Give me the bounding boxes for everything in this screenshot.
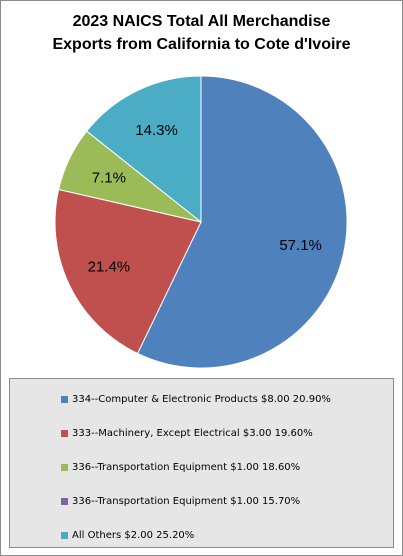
legend-item-4: All Others $2.00 25.20% [61,528,194,542]
legend-item-0: 334--Computer & Electronic Products $8.0… [61,392,331,406]
chart-title-line-1: 2023 NAICS Total All Merchandise [72,13,331,30]
legend-label-0: 334--Computer & Electronic Products $8.0… [72,393,331,405]
pie-slice-3 [85,75,202,224]
pie-chart: 57.1% 21.4% 7.1% 14.3% [54,75,348,369]
legend-swatch-2 [61,463,68,471]
pie-slice-label-1: 21.4% [88,258,131,275]
legend-label-2: 336--Transportation Equipment $1.00 18.6… [72,461,301,473]
pie-slice-label-3: 14.3% [135,122,178,139]
chart-title: 2023 NAICS Total All Merchandise Exports… [1,10,402,56]
pie-slice-1 [54,188,202,355]
legend-item-2: 336--Transportation Equipment $1.00 18.6… [61,460,300,474]
legend-swatch-3 [61,497,68,505]
pie-slice-label-2: 7.1% [92,170,126,187]
pie-slice-label-0: 57.1% [279,237,322,254]
chart-legend: 334--Computer & Electronic Products $8.0… [9,378,394,548]
legend-label-3: 336--Transportation Equipment $1.00 15.7… [72,495,301,507]
pie-slice-0 [136,75,348,369]
legend-label-4: All Others $2.00 25.20% [72,529,195,541]
legend-swatch-4 [61,531,68,539]
legend-swatch-1 [61,429,68,437]
legend-item-3: 336--Transportation Equipment $1.00 15.7… [61,494,300,508]
legend-label-1: 333--Machinery, Except Electrical $3.00 … [72,427,313,439]
legend-swatch-0 [61,395,68,403]
legend-item-1: 333--Machinery, Except Electrical $3.00 … [61,426,313,440]
chart-title-line-2: Exports from California to Cote d'Ivoire [52,36,351,53]
